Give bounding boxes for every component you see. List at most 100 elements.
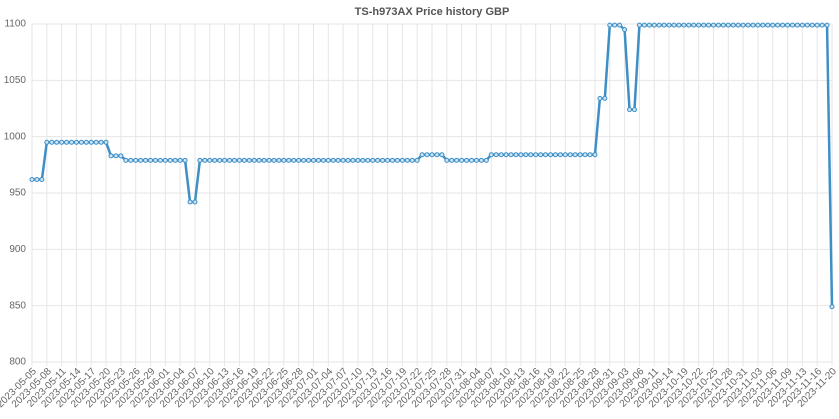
data-point [513,152,519,158]
data-point [681,22,687,28]
data-point [59,139,65,145]
data-point [577,152,583,158]
data-point [552,152,558,158]
data-point [597,95,603,101]
data-point [389,157,395,163]
data-point [286,157,292,163]
data-point [231,157,237,163]
y-tick-label: 850 [9,300,26,311]
data-point [612,22,618,28]
data-point [143,157,149,163]
data-point [483,157,489,163]
data-point [380,157,386,163]
data-point [557,152,563,158]
data-point [745,22,751,28]
data-point [49,139,55,145]
data-point [562,152,568,158]
data-point [715,22,721,28]
data-point [227,157,233,163]
data-point [296,157,302,163]
data-point [804,22,810,28]
data-point [350,157,356,163]
data-point [360,157,366,163]
data-point [661,22,667,28]
data-point [241,157,247,163]
data-point [409,157,415,163]
data-point [538,152,544,158]
data-point [587,152,593,158]
data-point [34,176,40,182]
data-point [775,22,781,28]
data-point [429,152,435,158]
data-point [306,157,312,163]
data-point [434,152,440,158]
data-point [340,157,346,163]
data-point [187,199,193,205]
data-point [765,22,771,28]
data-point [641,22,647,28]
y-tick-label: 800 [9,357,26,368]
data-point [602,95,608,101]
data-point [261,157,267,163]
data-point [478,157,484,163]
data-point [760,22,766,28]
data-point [617,22,623,28]
data-point [212,157,218,163]
data-point [202,157,208,163]
data-point [73,139,79,145]
data-point [799,22,805,28]
data-point [54,139,60,145]
data-point [335,157,341,163]
data-point [355,157,361,163]
data-point [646,22,652,28]
data-point [192,199,198,205]
data-point [622,27,628,33]
data-point [666,22,672,28]
data-point [454,157,460,163]
data-point [444,157,450,163]
data-point [330,157,336,163]
data-point [167,157,173,163]
data-point [730,22,736,28]
data-point [236,157,242,163]
data-point [710,22,716,28]
data-point [88,139,94,145]
data-point [419,152,425,158]
data-point [548,152,554,158]
data-point [271,157,277,163]
data-point [488,152,494,158]
data-point [656,22,662,28]
data-point [370,157,376,163]
data-point [720,22,726,28]
data-point [523,152,529,158]
data-point [493,152,499,158]
data-point [44,139,50,145]
data-point [148,157,154,163]
data-point [735,22,741,28]
data-point [785,22,791,28]
data-point [266,157,272,163]
data-point [182,157,188,163]
y-tick-label: 1000 [4,131,27,142]
data-point [464,157,470,163]
data-point [755,22,761,28]
data-point [157,157,163,163]
data-point [725,22,731,28]
data-point [740,22,746,28]
data-point [794,22,800,28]
data-point [404,157,410,163]
data-point [222,157,228,163]
data-point [631,107,637,113]
data-point [469,157,475,163]
data-point [676,22,682,28]
data-point [276,157,282,163]
data-point [414,157,420,163]
data-point [345,157,351,163]
data-point [572,152,578,158]
data-point [108,153,114,159]
data-point [424,152,430,158]
data-point [177,157,183,163]
data-point [789,22,795,28]
data-point [750,22,756,28]
